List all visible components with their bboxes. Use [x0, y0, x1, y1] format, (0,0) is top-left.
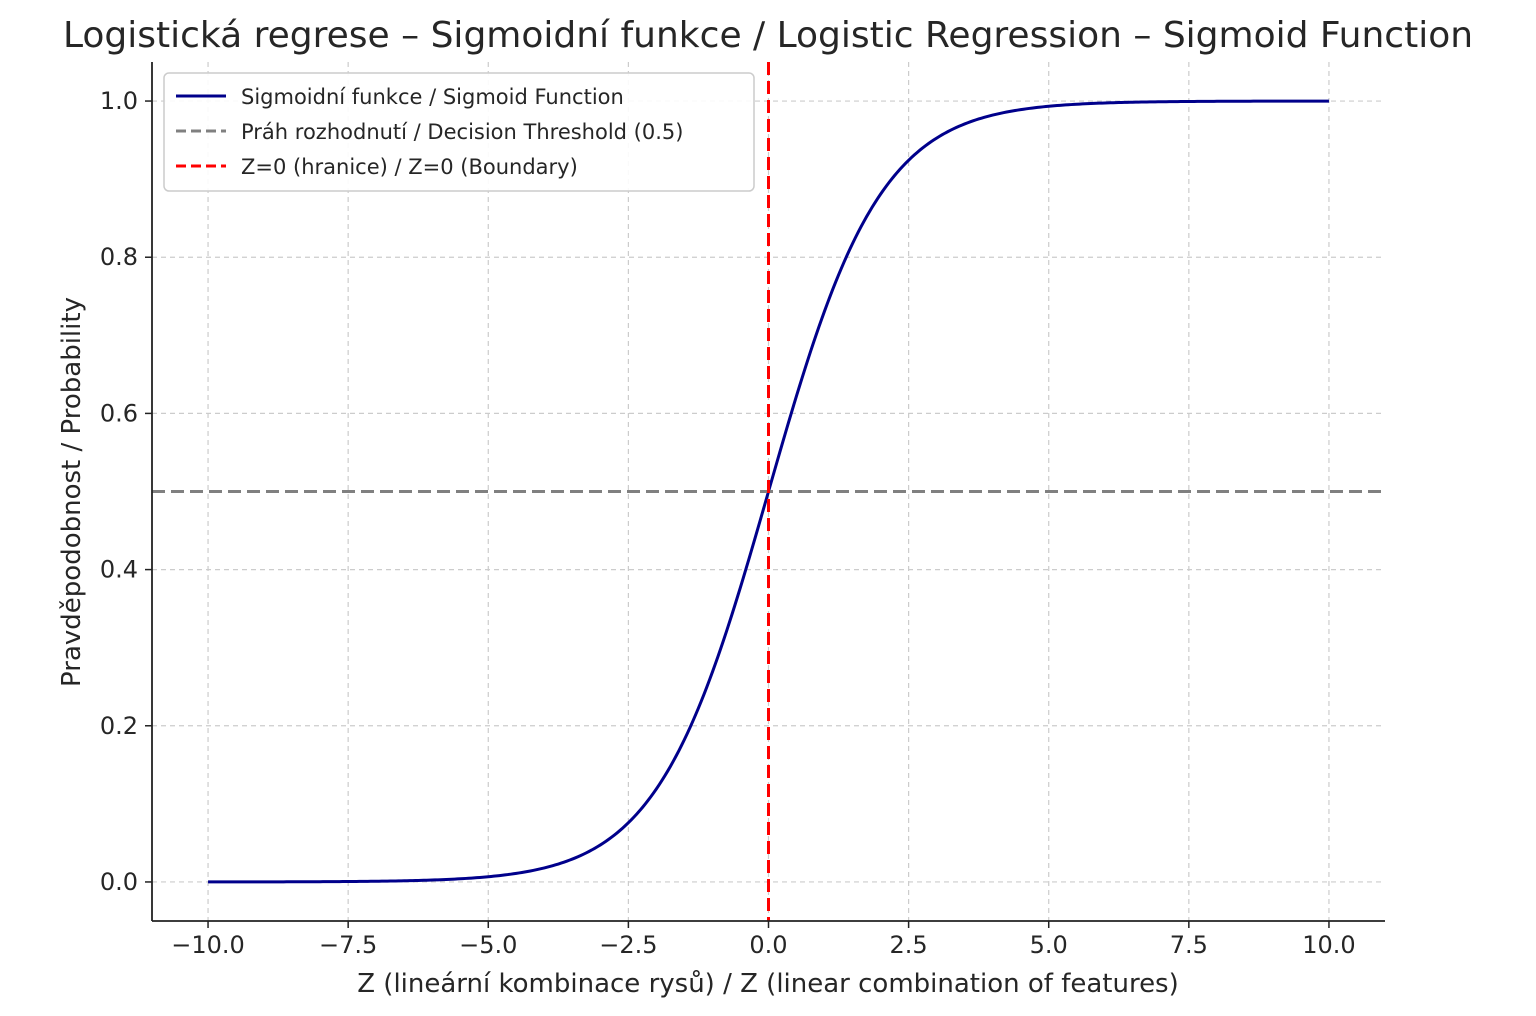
x-tick-label: −10.0 [171, 931, 245, 959]
legend-box [163, 72, 755, 192]
x-tick-label: 0.0 [749, 931, 787, 959]
y-tick-label: 0.4 [100, 556, 138, 584]
x-tick-label: −2.5 [599, 931, 657, 959]
legend-entry-label: Sigmoidní funkce / Sigmoid Function [241, 85, 624, 109]
x-tick-label: 10.0 [1302, 931, 1355, 959]
x-tick-label: −7.5 [319, 931, 377, 959]
y-axis-label: Pravděpodobnost / Probability [57, 297, 87, 687]
x-tick-label: 5.0 [1030, 931, 1068, 959]
legend: Sigmoidní funkce / Sigmoid Function Práh … [163, 72, 755, 192]
legend-entry-label: Práh rozhodnutí / Decision Threshold (0.… [241, 120, 683, 144]
y-tick-label: 1.0 [100, 87, 138, 115]
plot-lines [152, 62, 1385, 921]
tick-labels: −10.0 −7.5 −5.0 −2.5 0.0 2.5 5.0 7.5 10.0 0.0 0.2 0… [100, 87, 1356, 959]
legend-entry-label: Z=0 (hranice) / Z=0 (Boundary) [241, 155, 578, 179]
x-tick-label: −5.0 [459, 931, 517, 959]
y-tick-label: 0.0 [100, 868, 138, 896]
y-tick-label: 0.2 [100, 712, 138, 740]
y-tick-label: 0.8 [100, 243, 138, 271]
chart-title: Logistická regrese – Sigmoidní funkce / … [63, 15, 1473, 56]
axes [145, 62, 1385, 928]
y-tick-label: 0.6 [100, 399, 138, 427]
x-tick-label: 2.5 [890, 931, 928, 959]
x-axis-label: Z (lineární kombinace rysů) / Z (linear … [357, 969, 1179, 999]
x-tick-label: 7.5 [1170, 931, 1208, 959]
